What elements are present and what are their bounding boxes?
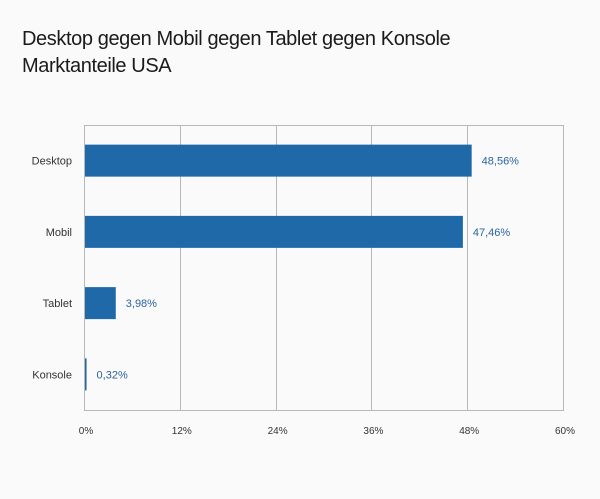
x-tick-label: 36% <box>363 426 383 437</box>
chart-title-line-1: Desktop gegen Mobil gegen Tablet gegen K… <box>22 28 451 50</box>
data-label: 48,56% <box>482 156 520 168</box>
data-labels: 48,56% 47,46% 3,98% 0,32% <box>97 156 520 382</box>
bar-konsole <box>84 358 87 391</box>
chart-title: Desktop gegen Mobil gegen Tablet gegen K… <box>22 26 451 80</box>
category-label: Desktop <box>32 156 72 168</box>
data-label: 3,98% <box>126 298 157 310</box>
x-axis-tick-labels: 0% 12% 24% 36% 48% 60% <box>79 426 575 437</box>
bar-mobil <box>84 215 463 248</box>
x-tick-label: 12% <box>172 426 192 437</box>
data-label: 0,32% <box>97 369 128 381</box>
category-label: Tablet <box>43 298 72 310</box>
category-label: Mobil <box>46 227 72 239</box>
x-tick-label: 48% <box>459 426 479 437</box>
chart-title-line-2: Marktanteile USA <box>22 55 172 77</box>
category-labels: Desktop Mobil Tablet Konsole <box>32 156 72 382</box>
bar-desktop <box>84 144 472 177</box>
x-tick-label: 24% <box>268 426 288 437</box>
bar-tablet <box>84 287 116 320</box>
x-tick-label: 60% <box>555 426 575 437</box>
bars <box>84 144 472 391</box>
category-label: Konsole <box>32 369 72 381</box>
plot-frame <box>84 125 564 411</box>
x-tick-label: 0% <box>79 426 94 437</box>
data-label: 47,46% <box>473 227 511 239</box>
